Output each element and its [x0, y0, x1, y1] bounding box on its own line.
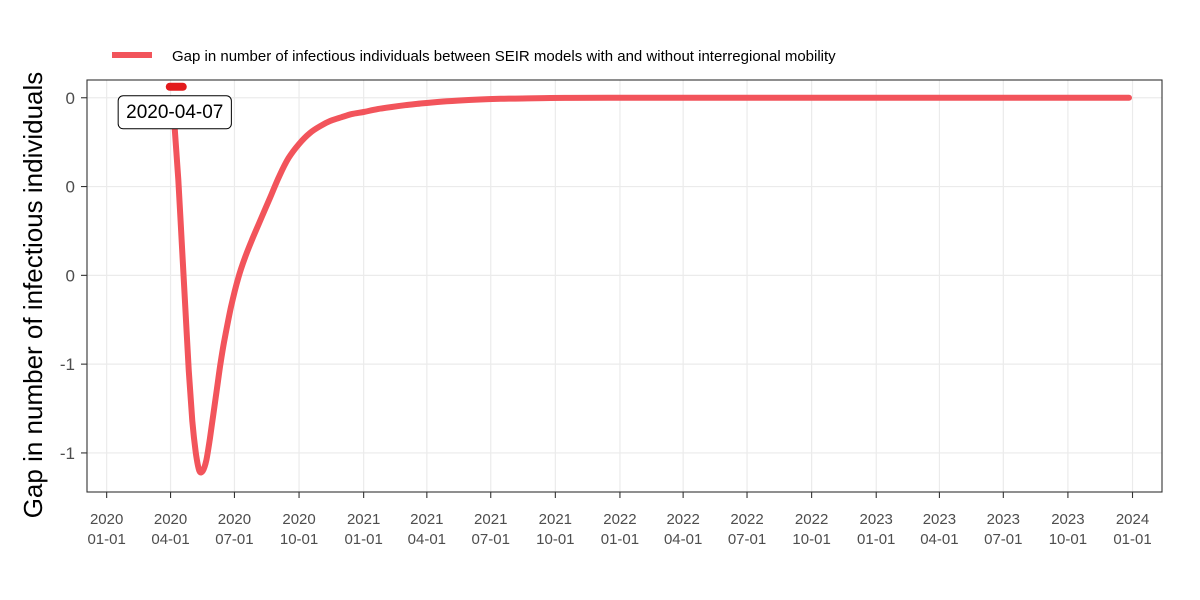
y-tick-label: -1	[60, 355, 75, 374]
x-tick-label-line: 2020	[90, 511, 123, 528]
x-tick-label-line: 01-01	[857, 531, 895, 548]
x-tick-label: 2021 01-01	[344, 511, 382, 548]
x-tick-label-line: 04-01	[920, 531, 958, 548]
y-axis-label: Gap in number of infectious individuals	[18, 72, 48, 519]
x-tick-label-line: 2023	[987, 511, 1020, 528]
x-tick-label-line: 10-01	[792, 531, 830, 548]
x-tick-label-line: 2024	[1116, 511, 1149, 528]
x-tick-label-line: 2023	[923, 511, 956, 528]
x-tick-label-line: 2022	[795, 511, 828, 528]
plot-border	[86, 79, 1163, 493]
x-tick-label: 2023 07-01	[984, 511, 1022, 548]
x-tick-label: 2020 10-01	[280, 511, 318, 548]
x-tick-label: 2023 01-01	[857, 511, 895, 548]
annotation-box	[117, 95, 232, 130]
x-tick-label: 2022 10-01	[792, 511, 830, 548]
x-tick-label-line: 2020	[154, 511, 187, 528]
x-tick-label-line: 2021	[410, 511, 443, 528]
x-tick-label-line: 01-01	[601, 531, 639, 548]
legend: Gap in number of infectious individuals …	[112, 48, 836, 65]
x-tick-label: 2024 01-01	[1113, 511, 1151, 548]
x-tick-label-line: 01-01	[344, 531, 382, 548]
x-tick-label-line: 2022	[666, 511, 699, 528]
y-tick-label: 0	[66, 178, 75, 197]
x-tick-label-line: 07-01	[984, 531, 1022, 548]
x-tick-label: 2023 10-01	[1049, 511, 1087, 548]
x-tick-label-line: 2022	[730, 511, 763, 528]
plot-background	[87, 80, 1162, 492]
x-tick-label: 2022 01-01	[601, 511, 639, 548]
x-tick-label-line: 2020	[282, 511, 315, 528]
annotation-label: 2020-04-07	[126, 102, 223, 123]
x-tick-label-line: 2021	[474, 511, 507, 528]
x-tick-label: 2020 04-01	[151, 511, 189, 548]
y-axis: 0 0 0 -1 -1	[60, 89, 87, 463]
x-tick-label-line: 04-01	[408, 531, 446, 548]
legend-label: Gap in number of infectious individuals …	[172, 48, 836, 65]
x-tick-label-line: 04-01	[664, 531, 702, 548]
x-tick-label-line: 2023	[1051, 511, 1084, 528]
x-tick-label: 2021 07-01	[472, 511, 510, 548]
x-tick-label-line: 10-01	[536, 531, 574, 548]
x-gridlines	[106, 80, 1134, 492]
x-tick-label-line: 07-01	[472, 531, 510, 548]
x-tick-label: 2022 07-01	[728, 511, 766, 548]
x-tick-label-line: 01-01	[87, 531, 125, 548]
x-tick-label-line: 07-01	[728, 531, 766, 548]
x-tick-label-line: 2021	[539, 511, 572, 528]
x-tick-label: 2021 10-01	[536, 511, 574, 548]
x-tick-label-line: 10-01	[1049, 531, 1087, 548]
x-tick-label-line: 2020	[218, 511, 251, 528]
x-tick-label-line: 2023	[860, 511, 893, 528]
x-tick-label-line: 2022	[603, 511, 636, 528]
x-tick-label-line: 10-01	[280, 531, 318, 548]
y-tick-label: 0	[66, 266, 75, 285]
date-annotation: 2020-04-07	[117, 95, 232, 130]
series-line	[169, 94, 1132, 476]
x-tick-label-line: 04-01	[151, 531, 189, 548]
x-tick-label: 2020 01-01	[87, 511, 125, 548]
x-tick-label-line: 01-01	[1113, 531, 1151, 548]
x-tick-label: 2023 04-01	[920, 511, 958, 548]
x-tick-label: 2022 04-01	[664, 511, 702, 548]
x-tick-label-line: 07-01	[215, 531, 253, 548]
y-tick-label: -1	[60, 444, 75, 463]
x-tick-label: 2020 07-01	[215, 511, 253, 548]
x-tick-label: 2021 04-01	[408, 511, 446, 548]
y-tick-label: 0	[66, 89, 75, 108]
plot-area	[86, 79, 1163, 493]
x-tick-label-line: 2021	[347, 511, 380, 528]
